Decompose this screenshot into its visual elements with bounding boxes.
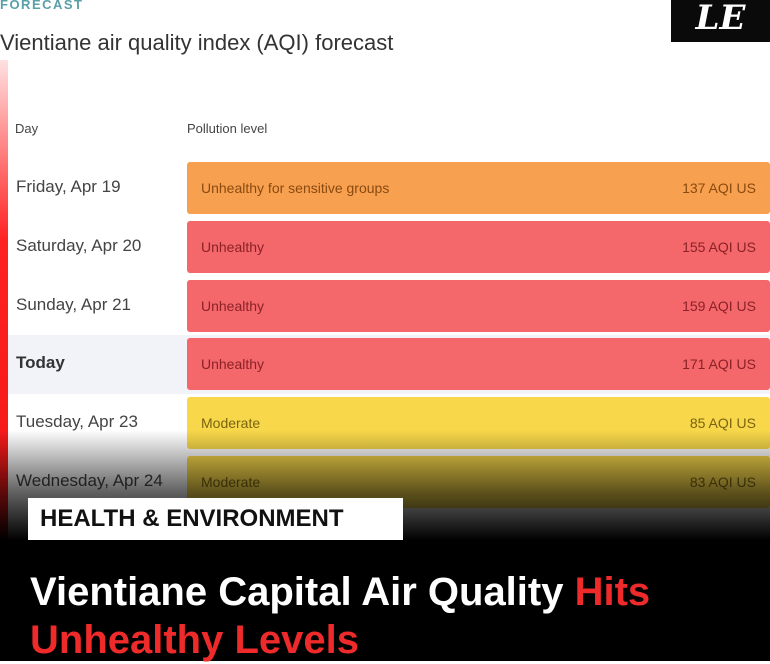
aqi-value: 171 AQI US bbox=[682, 356, 756, 373]
pollution-bar: Unhealthy 171 AQI US bbox=[187, 338, 770, 391]
pollution-level: Unhealthy bbox=[201, 238, 265, 255]
headline-red: Hits Unhealthy Levels bbox=[30, 570, 651, 662]
day-label: Sunday, Apr 21 bbox=[16, 294, 131, 314]
day-label: Tuesday, Apr 23 bbox=[16, 412, 138, 432]
pollution-bar: Unhealthy 155 AQI US bbox=[187, 220, 770, 273]
pollution-bar: Unhealthy 159 AQI US bbox=[187, 279, 770, 332]
aqi-value: 159 AQI US bbox=[682, 297, 756, 314]
forecast-row: Today Unhealthy 171 AQI US bbox=[8, 335, 770, 395]
category-tag: HEALTH & ENVIRONMENT bbox=[28, 498, 403, 540]
pollution-level: Unhealthy bbox=[201, 297, 265, 314]
page-title: Vientiane air quality index (AQI) foreca… bbox=[0, 30, 394, 55]
section-kicker: FORECAST bbox=[0, 0, 84, 12]
aqi-value: 155 AQI US bbox=[682, 238, 756, 255]
day-label: Today bbox=[16, 353, 65, 373]
column-header-pollution-level: Pollution level bbox=[187, 121, 268, 136]
accent-stripe bbox=[0, 60, 8, 661]
aqi-value: 137 AQI US bbox=[682, 180, 756, 196]
day-label: Friday, Apr 19 bbox=[16, 177, 121, 196]
publisher-logo: LE bbox=[671, 0, 770, 42]
headline: Vientiane Capital Air Quality Hits Unhea… bbox=[30, 568, 770, 664]
forecast-row: Friday, Apr 19 Unhealthy for sensitive g… bbox=[8, 159, 770, 218]
aqi-value: 85 AQI US bbox=[689, 415, 756, 432]
pollution-bar: Unhealthy for sensitive groups 137 AQI U… bbox=[187, 162, 770, 214]
pollution-level: Unhealthy bbox=[201, 356, 265, 373]
forecast-row: Saturday, Apr 20 Unhealthy 155 AQI US bbox=[8, 218, 770, 277]
bottom-gradient-overlay bbox=[0, 430, 770, 661]
forecast-row: Sunday, Apr 21 Unhealthy 159 AQI US bbox=[8, 277, 770, 336]
day-label: Saturday, Apr 20 bbox=[16, 235, 142, 255]
headline-white: Vientiane Capital Air Quality bbox=[30, 570, 575, 614]
pollution-level: Moderate bbox=[201, 415, 261, 432]
pollution-level: Unhealthy for sensitive groups bbox=[201, 180, 390, 196]
column-header-day: Day bbox=[15, 121, 39, 136]
